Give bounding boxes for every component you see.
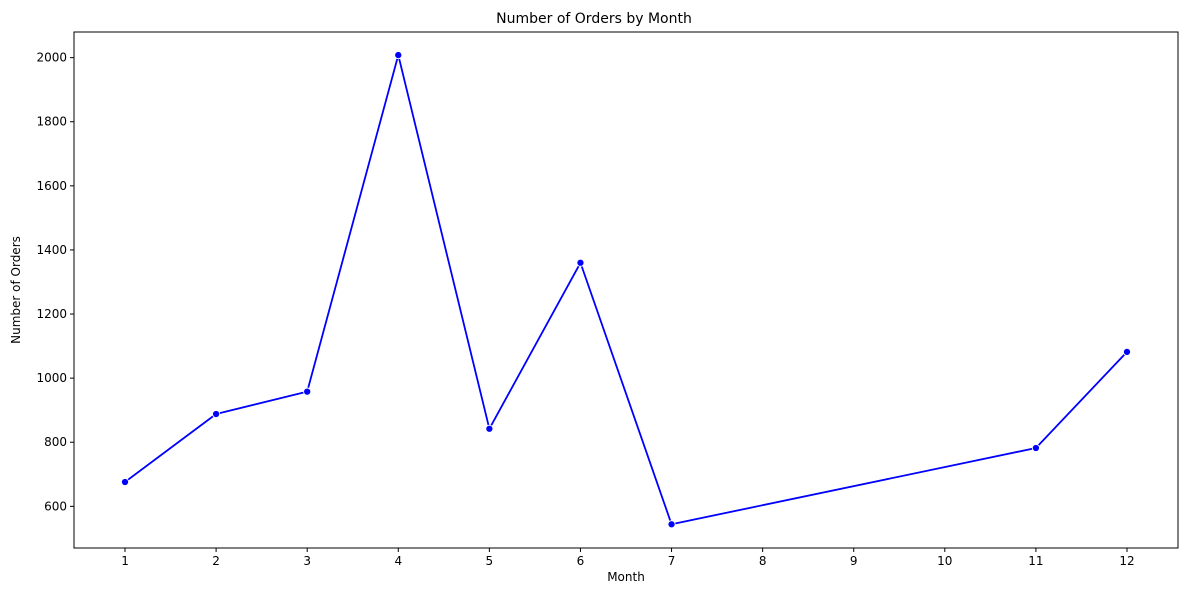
x-tick-label: 11 (1028, 554, 1043, 568)
x-tick-label: 6 (577, 554, 585, 568)
x-tick-label: 2 (212, 554, 220, 568)
y-tick-label: 1000 (36, 371, 67, 385)
data-point (303, 387, 312, 396)
x-tick-label: 10 (937, 554, 952, 568)
chart-title: Number of Orders by Month (496, 11, 692, 27)
data-point (1122, 347, 1132, 356)
data-point (485, 424, 494, 433)
y-tick-label: 800 (44, 435, 67, 449)
x-tick-label: 9 (850, 554, 858, 568)
data-point (120, 477, 130, 487)
y-axis: 600 800 1000 1200 1400 1600 1800 2000 (36, 51, 74, 513)
x-tick-label: 7 (668, 554, 676, 568)
y-tick-label: 600 (44, 499, 67, 513)
x-tick-label: 5 (486, 554, 494, 568)
data-point (1031, 443, 1040, 453)
y-axis-label: Number of Orders (9, 236, 23, 344)
y-tick-label: 1600 (36, 179, 67, 193)
data-point (667, 520, 676, 529)
y-tick-label: 1200 (36, 307, 67, 321)
x-tick-label: 1 (121, 554, 129, 568)
x-tick-label: 3 (303, 554, 311, 568)
x-axis: 1 2 3 4 5 6 7 8 9 10 11 12 (121, 548, 1135, 568)
x-tick-label: 8 (759, 554, 767, 568)
y-tick-label: 2000 (36, 51, 67, 65)
data-point (576, 258, 585, 267)
axes-frame (73, 31, 1179, 549)
y-tick-label: 1800 (36, 115, 67, 129)
y-tick-label: 1400 (36, 243, 67, 257)
data-point (394, 51, 403, 60)
x-tick-label: 4 (394, 554, 402, 568)
plot-area (120, 51, 1132, 529)
x-axis-label: Month (607, 570, 645, 584)
data-point (212, 409, 221, 419)
x-tick-label: 12 (1119, 554, 1134, 568)
